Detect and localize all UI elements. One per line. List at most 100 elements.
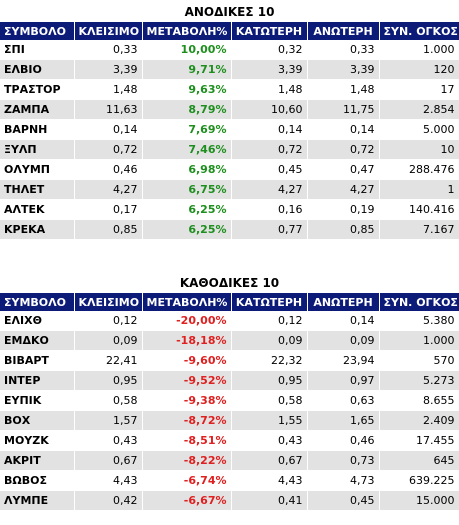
table-row: ΕΥΠΙΚ 0,58 -9,38% 0,58 0,63 8.655: [0, 390, 459, 411]
volume-cell: 1.000: [379, 330, 459, 351]
change-cell: 6,98%: [142, 159, 232, 180]
change-cell: -18,18%: [142, 330, 232, 351]
table-row: ΒΟΧ 1,57 -8,72% 1,55 1,65 2.409: [0, 410, 459, 431]
symbol-cell: ΣΠΙ: [0, 40, 75, 60]
change-cell: 6,25%: [142, 199, 232, 220]
low-cell: 0,41: [231, 490, 308, 511]
change-cell: -9,52%: [142, 370, 232, 391]
close-cell: 0,33: [74, 40, 143, 60]
high-cell: 0,47: [307, 159, 380, 180]
volume-cell: 5.000: [379, 119, 459, 140]
low-cell: 0,12: [231, 311, 308, 331]
symbol-cell: ΛΥΜΠΕ: [0, 490, 75, 511]
close-cell: 0,58: [74, 390, 143, 411]
table-row: ΚΡΕΚΑ 0,85 6,25% 0,77 0,85 7.167: [0, 219, 459, 240]
table-row: ΜΟΥΖΚ 0,43 -8,51% 0,43 0,46 17.455: [0, 430, 459, 451]
low-cell: 1,55: [231, 410, 308, 431]
close-cell: 0,85: [74, 219, 143, 240]
table-row: ΕΛΒΙΟ 3,39 9,71% 3,39 3,39 120: [0, 59, 459, 80]
col-header-low: ΚΑΤΩΤΕΡΗ: [231, 22, 308, 40]
close-cell: 0,09: [74, 330, 143, 351]
high-cell: 3,39: [307, 59, 380, 80]
high-cell: 0,33: [307, 40, 380, 60]
low-cell: 1,48: [231, 79, 308, 100]
symbol-cell: ΕΛΒΙΟ: [0, 59, 75, 80]
close-cell: 0,12: [74, 311, 143, 331]
change-cell: -9,38%: [142, 390, 232, 411]
volume-cell: 120: [379, 59, 459, 80]
low-cell: 0,58: [231, 390, 308, 411]
change-cell: -8,51%: [142, 430, 232, 451]
high-cell: 0,45: [307, 490, 380, 511]
high-cell: 0,46: [307, 430, 380, 451]
close-cell: 4,27: [74, 179, 143, 200]
table-row: ΕΛΙΧΘ 0,12 -20,00% 0,12 0,14 5.380: [0, 311, 459, 331]
change-cell: 7,46%: [142, 139, 232, 160]
symbol-cell: ΕΥΠΙΚ: [0, 390, 75, 411]
low-cell: 0,72: [231, 139, 308, 160]
close-cell: 0,42: [74, 490, 143, 511]
high-cell: 1,65: [307, 410, 380, 431]
change-cell: 9,63%: [142, 79, 232, 100]
symbol-cell: ΟΛΥΜΠ: [0, 159, 75, 180]
low-cell: 3,39: [231, 59, 308, 80]
low-cell: 10,60: [231, 99, 308, 120]
col-header-close: ΚΛΕΙΣΙΜΟ: [74, 293, 143, 311]
change-cell: -8,72%: [142, 410, 232, 431]
low-cell: 0,16: [231, 199, 308, 220]
col-header-change: ΜΕΤΑΒΟΛΗ%: [142, 293, 232, 311]
close-cell: 3,39: [74, 59, 143, 80]
symbol-cell: ΤΡΑΣΤΟΡ: [0, 79, 75, 100]
change-cell: 6,25%: [142, 219, 232, 240]
symbol-cell: ΑΚΡΙΤ: [0, 450, 75, 471]
close-cell: 0,14: [74, 119, 143, 140]
symbol-cell: ΞΥΛΠ: [0, 139, 75, 160]
close-cell: 0,95: [74, 370, 143, 391]
table-row: ΤΗΛΕΤ 4,27 6,75% 4,27 4,27 1: [0, 179, 459, 200]
col-header-volume: ΣΥΝ. ΟΓΚΟΣ: [379, 293, 459, 311]
change-cell: -6,67%: [142, 490, 232, 511]
volume-cell: 288.476: [379, 159, 459, 180]
close-cell: 0,43: [74, 430, 143, 451]
high-cell: 0,72: [307, 139, 380, 160]
col-header-volume: ΣΥΝ. ΟΓΚΟΣ: [379, 22, 459, 40]
symbol-cell: ΤΗΛΕΤ: [0, 179, 75, 200]
table-row: ΟΛΥΜΠ 0,46 6,98% 0,45 0,47 288.476: [0, 159, 459, 180]
losers-title: ΚΑΘΟΔΙΚΕΣ 10: [179, 276, 280, 290]
high-cell: 1,48: [307, 79, 380, 100]
symbol-cell: ΒΑΡΝΗ: [0, 119, 75, 140]
low-cell: 0,09: [231, 330, 308, 351]
symbol-cell: ΙΝΤΕΡ: [0, 370, 75, 391]
table-row: ΕΜΔΚΟ 0,09 -18,18% 0,09 0,09 1.000: [0, 330, 459, 351]
gainers-rows: ΣΠΙ 0,33 10,00% 0,32 0,33 1.000 ΕΛΒΙΟ 3,39 9,71%…: [0, 40, 459, 240]
gainers-header-row: ΣΥΜΒΟΛΟ ΚΛΕΙΣΙΜΟ ΜΕΤΑΒΟΛΗ% ΚΑΤΩΤΕΡΗ ΑΝΩΤ…: [0, 22, 459, 40]
gainers-title: ΑΝΟΔΙΚΕΣ 10: [184, 5, 275, 19]
volume-cell: 8.655: [379, 390, 459, 411]
symbol-cell: ΕΛΙΧΘ: [0, 311, 75, 331]
col-header-low: ΚΑΤΩΤΕΡΗ: [231, 293, 308, 311]
change-cell: -8,22%: [142, 450, 232, 471]
close-cell: 4,43: [74, 470, 143, 491]
close-cell: 0,17: [74, 199, 143, 220]
close-cell: 11,63: [74, 99, 143, 120]
volume-cell: 2.854: [379, 99, 459, 120]
symbol-cell: ΒΟΧ: [0, 410, 75, 431]
symbol-cell: ΑΛΤΕΚ: [0, 199, 75, 220]
symbol-cell: ΚΡΕΚΑ: [0, 219, 75, 240]
table-row: ΙΝΤΕΡ 0,95 -9,52% 0,95 0,97 5.273: [0, 370, 459, 391]
close-cell: 1,48: [74, 79, 143, 100]
change-cell: -6,74%: [142, 470, 232, 491]
symbol-cell: ΒΙΒΑΡΤ: [0, 350, 75, 371]
high-cell: 0,14: [307, 311, 380, 331]
col-header-symbol: ΣΥΜΒΟΛΟ: [0, 22, 75, 40]
table-row: ΑΛΤΕΚ 0,17 6,25% 0,16 0,19 140.416: [0, 199, 459, 220]
volume-cell: 10: [379, 139, 459, 160]
close-cell: 1,57: [74, 410, 143, 431]
volume-cell: 15.000: [379, 490, 459, 511]
high-cell: 0,63: [307, 390, 380, 411]
high-cell: 0,73: [307, 450, 380, 471]
col-header-high: ΑΝΩΤΕΡΗ: [307, 22, 380, 40]
volume-cell: 17.455: [379, 430, 459, 451]
change-cell: -9,60%: [142, 350, 232, 371]
change-cell: 9,71%: [142, 59, 232, 80]
